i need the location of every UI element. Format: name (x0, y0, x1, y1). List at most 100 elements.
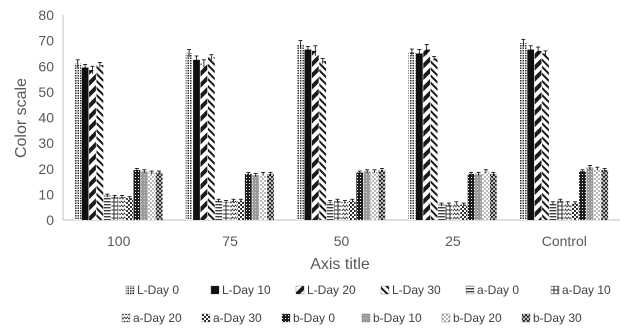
legend-swatch (295, 285, 305, 295)
bar (193, 59, 200, 221)
legend-item: a-Day 0 (465, 283, 519, 297)
bar (415, 53, 423, 220)
bar (222, 202, 230, 220)
legend-label: L-Day 0 (137, 283, 179, 297)
bar (371, 171, 378, 220)
bar (103, 195, 111, 220)
y-tick-labels: 0 10 20 30 40 50 60 70 80 (38, 7, 54, 228)
bar (482, 171, 490, 220)
bar (534, 50, 542, 221)
bar (118, 196, 126, 220)
bar (438, 204, 445, 221)
legend-label: L-Day 10 (222, 283, 271, 297)
bar (133, 170, 141, 220)
bar (549, 203, 557, 220)
legend-swatch (550, 285, 560, 295)
bar (579, 171, 586, 220)
bar (311, 50, 319, 221)
bar (237, 200, 245, 220)
bar (452, 203, 460, 220)
bar (593, 168, 601, 220)
bar (475, 173, 482, 221)
bar (542, 53, 549, 220)
y-tick-label: 70 (38, 33, 54, 49)
y-axis-title: Color scale (13, 78, 30, 158)
bar (126, 198, 133, 220)
bar (348, 200, 356, 220)
bar (334, 200, 341, 220)
bar (230, 200, 237, 220)
bar (304, 49, 312, 221)
bar (319, 61, 327, 221)
y-tick-label: 50 (38, 84, 54, 100)
y-tick-label: 40 (38, 110, 54, 126)
legend-label: a-Day 20 (133, 311, 182, 325)
legend-item: a-Day 10 (550, 283, 611, 297)
x-tick-label: 50 (334, 233, 350, 249)
bar (489, 173, 497, 221)
bar (601, 170, 609, 220)
y-tick-label: 60 (38, 58, 54, 74)
legend-label: b-Day 30 (533, 311, 582, 325)
legend-label: a-Day 10 (562, 283, 611, 297)
bar (259, 173, 267, 221)
x-tick-label: Control (542, 233, 587, 249)
bar (460, 204, 468, 221)
legend-label: b-Day 20 (453, 311, 502, 325)
bar (378, 170, 386, 220)
legend-label: b-Day 0 (293, 311, 335, 325)
bar (423, 49, 431, 221)
bar (140, 171, 148, 220)
y-tick-label: 30 (38, 135, 54, 151)
legend: L-Day 0 L-Day 10 L-Day 20 L-Day 30 a-Day 0 a-… (121, 283, 611, 325)
legend-item: L-Day 0 (125, 283, 179, 297)
legend-label: L-Day 20 (307, 283, 356, 297)
legend-swatch (441, 313, 451, 323)
bar (341, 202, 349, 220)
legend-item: a-Day 20 (121, 311, 182, 325)
bar (155, 172, 163, 220)
bar (430, 58, 438, 221)
bar (519, 43, 527, 220)
legend-swatch (361, 313, 371, 323)
bar (326, 202, 334, 220)
bar (252, 175, 260, 220)
bar (363, 171, 371, 220)
legend-swatch (465, 285, 475, 295)
bar (571, 203, 579, 220)
bars-layer (74, 38, 609, 221)
bar (556, 200, 564, 220)
y-tick-label: 10 (38, 186, 54, 202)
x-axis-title: Axis title (310, 256, 370, 273)
bar (74, 63, 82, 220)
bar (586, 167, 594, 220)
legend-swatch (281, 313, 291, 323)
y-tick-label: 0 (46, 212, 54, 228)
bar (297, 44, 304, 220)
legend-swatch (121, 313, 131, 323)
bar (445, 204, 453, 221)
bar (215, 200, 223, 220)
legend-item: L-Day 30 (380, 283, 441, 297)
legend-label: L-Day 30 (392, 283, 441, 297)
bar (111, 196, 119, 220)
bar (96, 64, 104, 220)
bar (467, 173, 475, 221)
legend-label: a-Day 30 (213, 311, 262, 325)
bar (200, 63, 208, 220)
legend-item: L-Day 10 (210, 283, 271, 297)
bar (408, 52, 416, 220)
bar (89, 70, 96, 220)
x-tick-labels: 100 75 50 25 Control (107, 233, 587, 249)
y-tick-label: 20 (38, 161, 54, 177)
bar (207, 57, 215, 220)
bar (356, 172, 364, 220)
legend-swatch (521, 313, 531, 323)
legend-item: a-Day 30 (201, 311, 262, 325)
y-tick-label: 80 (38, 7, 54, 23)
legend-label: b-Day 10 (373, 311, 422, 325)
bar (527, 49, 535, 221)
bar (185, 53, 193, 220)
legend-item: L-Day 20 (295, 283, 356, 297)
